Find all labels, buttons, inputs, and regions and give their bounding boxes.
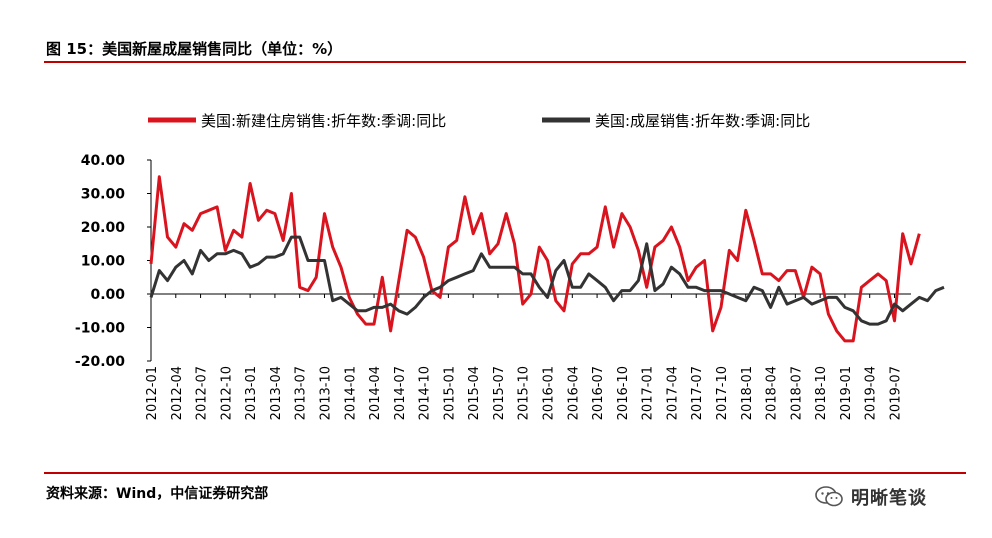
x-tick-label: 2017-07	[690, 366, 705, 420]
series-lines	[149, 175, 945, 343]
series-line-existing-home	[149, 235, 945, 326]
y-tick-label: 0.00	[90, 287, 125, 303]
x-tick-label: 2017-04	[665, 366, 680, 420]
x-tick-label: 2015-07	[492, 366, 507, 420]
page-title: 图 15：美国新屋成屋销售同比（单位：%）	[46, 40, 343, 58]
y-tick-label: 30.00	[81, 187, 126, 203]
y-tick-label: 40.00	[81, 153, 126, 169]
x-tick-label: 2016-01	[542, 366, 557, 420]
legend-label-new-home: 美国:新建住房销售:折年数:季调:同比	[201, 112, 446, 130]
x-tick-label: 2014-04	[368, 366, 383, 420]
x-axis-ticks: 2012-01 2012-04 2012-07 2012-10 2013-01 2013-…	[145, 294, 903, 420]
y-tick-label: 20.00	[81, 220, 126, 236]
x-tick-label: 2012-01	[145, 366, 160, 420]
x-tick-label: 2019-04	[864, 366, 879, 420]
x-tick-label: 2013-07	[294, 366, 309, 420]
x-tick-label: 2013-01	[244, 366, 259, 420]
watermark: 明晰笔谈	[815, 484, 927, 510]
axes	[150, 160, 911, 361]
x-tick-label: 2016-07	[591, 366, 606, 420]
x-tick-label: 2017-10	[715, 366, 730, 420]
bottom-rule	[44, 472, 966, 474]
x-tick-label: 2014-10	[418, 366, 433, 420]
source-note: 资料来源：Wind，中信证券研究部	[46, 486, 269, 502]
legend: 美国:新建住房销售:折年数:季调:同比 美国:成屋销售:折年数:季调:同比	[148, 112, 810, 130]
x-tick-label: 2012-04	[170, 366, 185, 420]
x-tick-label: 2018-01	[740, 366, 755, 420]
x-tick-label: 2018-10	[814, 366, 829, 420]
x-tick-label: 2015-01	[442, 366, 457, 420]
x-tick-label: 2017-01	[641, 366, 656, 420]
x-tick-label: 2014-01	[343, 366, 358, 420]
y-axis-ticks: 40.00 30.00 20.00 10.00 0.00 -10.00 -20.00	[75, 153, 151, 370]
legend-label-existing-home: 美国:成屋销售:折年数:季调:同比	[595, 112, 810, 130]
x-tick-label: 2018-04	[765, 366, 780, 420]
series-line-new-home	[149, 175, 921, 343]
x-tick-label: 2016-04	[566, 366, 581, 420]
x-tick-label: 2019-07	[888, 366, 903, 420]
x-tick-label: 2012-10	[219, 366, 234, 420]
y-tick-label: 10.00	[81, 254, 126, 270]
x-tick-label: 2013-04	[269, 366, 284, 420]
x-tick-label: 2016-10	[616, 366, 631, 420]
y-tick-label: -10.00	[75, 321, 125, 337]
x-tick-label: 2012-07	[195, 366, 210, 420]
x-tick-label: 2013-10	[318, 366, 333, 420]
top-rule	[44, 61, 966, 63]
x-tick-label: 2015-04	[467, 366, 482, 420]
x-tick-label: 2018-07	[789, 366, 804, 420]
x-tick-label: 2014-07	[393, 366, 408, 420]
watermark-text: 明晰笔谈	[851, 488, 927, 509]
x-tick-label: 2015-10	[517, 366, 532, 420]
y-tick-label: -20.00	[75, 354, 125, 370]
x-tick-label: 2019-01	[839, 366, 854, 420]
wechat-icon	[815, 486, 843, 507]
